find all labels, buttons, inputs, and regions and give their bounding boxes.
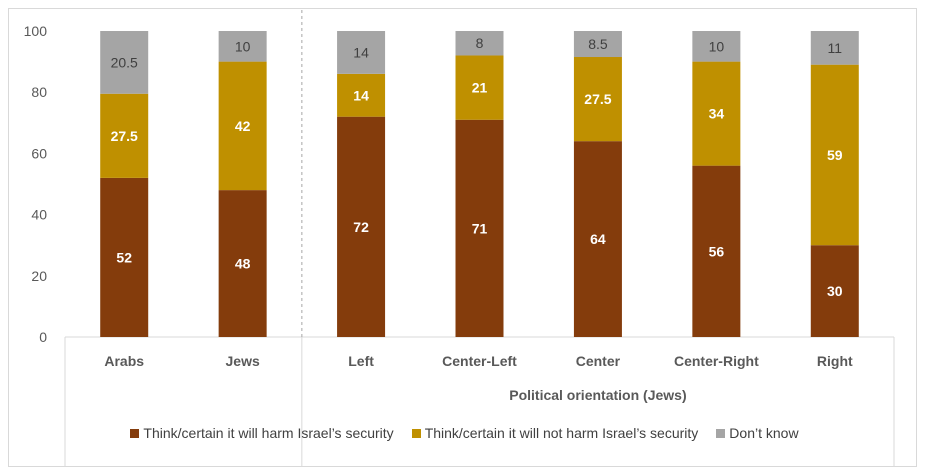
data-label: 14 bbox=[353, 44, 369, 60]
data-label: 59 bbox=[827, 147, 843, 163]
x-tick-label: Arabs bbox=[104, 353, 144, 369]
bar-segment bbox=[573, 141, 622, 337]
legend-label: Think/certain it will harm Israel’s secu… bbox=[143, 425, 394, 441]
data-label: 42 bbox=[235, 118, 251, 134]
data-label: 48 bbox=[235, 256, 251, 272]
x-tick-label: Jews bbox=[226, 353, 260, 369]
legend-item: Think/certain it will harm Israel’s secu… bbox=[130, 425, 394, 441]
bar-segment bbox=[810, 64, 859, 246]
data-label: 11 bbox=[828, 40, 843, 56]
legend-swatch bbox=[130, 428, 140, 438]
data-label: 20.5 bbox=[111, 54, 138, 70]
y-tick-label: 0 bbox=[39, 329, 47, 345]
chart-frame bbox=[8, 8, 917, 467]
bar-segment bbox=[573, 31, 622, 58]
x-tick-label: Center-Right bbox=[674, 353, 759, 369]
data-label: 21 bbox=[472, 80, 488, 96]
x-tick-label: Right bbox=[817, 353, 853, 369]
data-label: 52 bbox=[116, 249, 132, 265]
data-label: 8 bbox=[476, 35, 484, 51]
legend-swatch bbox=[716, 428, 726, 438]
bar-segment bbox=[455, 55, 504, 120]
bar-segment bbox=[337, 31, 386, 74]
data-label: 34 bbox=[709, 106, 725, 122]
bar-segment bbox=[455, 119, 504, 338]
bar-segment bbox=[337, 116, 386, 338]
legend: Think/certain it will harm Israel’s secu… bbox=[0, 425, 929, 441]
bar-segment bbox=[692, 165, 741, 337]
bar-segment bbox=[810, 31, 859, 65]
data-label: 10 bbox=[235, 38, 251, 54]
bar-segment bbox=[692, 31, 741, 62]
y-tick-label: 40 bbox=[31, 207, 47, 223]
bar-segment bbox=[218, 31, 267, 62]
data-label: 10 bbox=[709, 38, 725, 54]
data-label: 71 bbox=[472, 220, 488, 236]
data-label: 30 bbox=[827, 283, 843, 299]
data-label: 8.5 bbox=[588, 36, 608, 52]
legend-swatch bbox=[411, 428, 421, 438]
x-tick-label: Left bbox=[348, 353, 374, 369]
x-tick-label: Center bbox=[576, 353, 621, 369]
data-label: 56 bbox=[709, 243, 725, 259]
legend-label: Think/certain it will not harm Israel’s … bbox=[424, 425, 699, 441]
bar-segment bbox=[100, 177, 149, 337]
y-tick-label: 60 bbox=[31, 145, 47, 161]
data-label: 64 bbox=[590, 231, 606, 247]
x-tick-label: Center-Left bbox=[442, 353, 517, 369]
bar-segment bbox=[573, 57, 622, 142]
y-tick-label: 20 bbox=[31, 268, 47, 284]
bar-segment bbox=[337, 73, 386, 117]
y-tick-label: 80 bbox=[31, 84, 47, 100]
bar-segment bbox=[455, 31, 504, 56]
bar-segment bbox=[692, 61, 741, 166]
data-label: 27.5 bbox=[111, 128, 138, 144]
legend-item: Don’t know bbox=[716, 425, 799, 441]
legend-label: Don’t know bbox=[729, 425, 799, 441]
legend-item: Think/certain it will not harm Israel’s … bbox=[411, 425, 699, 441]
bar-segment bbox=[810, 245, 859, 337]
data-label: 14 bbox=[353, 87, 369, 103]
bar-segment bbox=[100, 31, 149, 94]
y-tick-label: 100 bbox=[24, 23, 48, 39]
bar-segment bbox=[218, 190, 267, 337]
bar-segment bbox=[100, 93, 149, 178]
data-label: 27.5 bbox=[584, 91, 611, 107]
group-axis-label: Political orientation (Jews) bbox=[509, 387, 686, 403]
bar-segment bbox=[218, 61, 267, 191]
data-label: 72 bbox=[353, 219, 369, 235]
